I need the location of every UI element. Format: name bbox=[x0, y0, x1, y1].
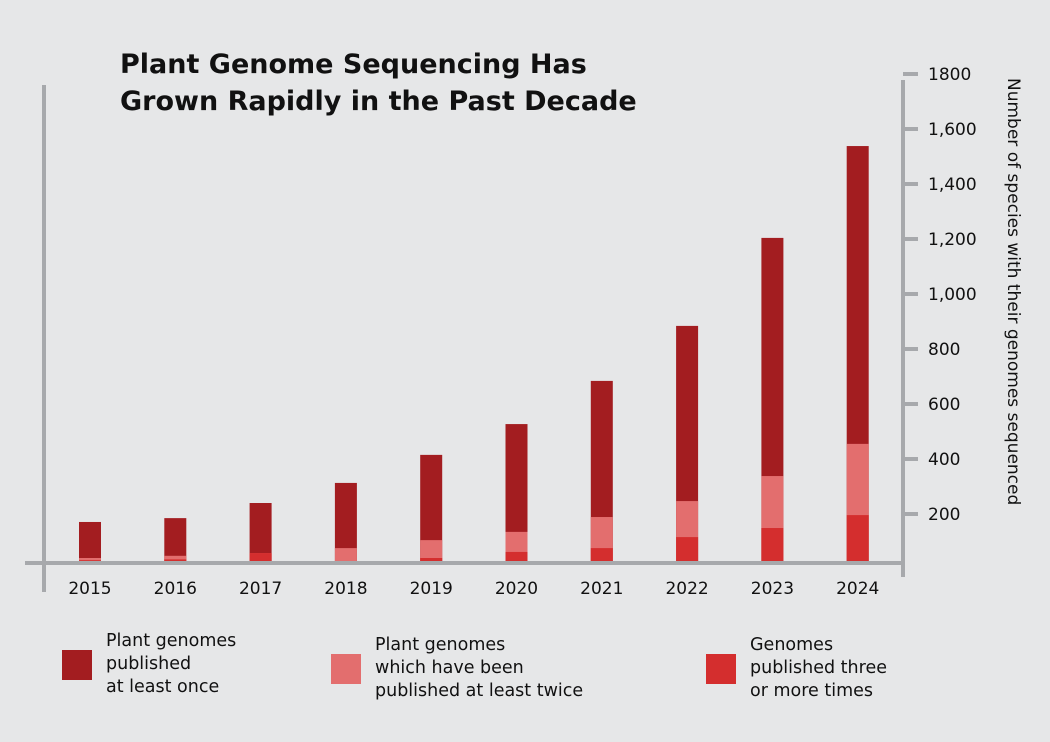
x-tick-label: 2016 bbox=[154, 579, 197, 599]
bar-2020-series-2 bbox=[505, 551, 528, 561]
y-tick-label: 1800 bbox=[928, 65, 971, 85]
legend-label: Plant genomes which have been published … bbox=[375, 635, 584, 701]
x-tick-label: 2015 bbox=[68, 579, 111, 599]
bar-2016-series-1 bbox=[164, 555, 187, 561]
bar-2017-series-0 bbox=[249, 503, 272, 561]
x-tick-label: 2024 bbox=[836, 579, 879, 599]
y-tick-label: 1,600 bbox=[928, 120, 977, 140]
bar-2019-series-2 bbox=[420, 558, 443, 561]
x-tick-label: 2021 bbox=[580, 579, 623, 599]
bar-2016-series-2 bbox=[164, 559, 187, 561]
bar-2016-series-0 bbox=[164, 518, 187, 561]
bar-2018-series-0 bbox=[334, 482, 357, 561]
y-tick-label: 1,400 bbox=[928, 175, 977, 195]
bar-2019-series-1 bbox=[420, 540, 443, 561]
x-tick-label: 2022 bbox=[665, 579, 708, 599]
chart-title: Plant Genome Sequencing Has Grown Rapidl… bbox=[120, 46, 637, 120]
x-tick-label: 2019 bbox=[410, 579, 453, 599]
legend-swatch bbox=[331, 653, 361, 684]
legend-item-once: Plant genomes published at least once bbox=[62, 630, 236, 699]
y-axis-label: Number of species with their genomes seq… bbox=[1003, 78, 1023, 505]
y-tick-label: 200 bbox=[928, 505, 960, 525]
bar-2020-series-0 bbox=[505, 424, 528, 561]
x-tick-label: 2023 bbox=[751, 579, 794, 599]
bar-2024-series-2 bbox=[846, 515, 869, 561]
y-tick-label: 600 bbox=[928, 395, 960, 415]
legend-label: Plant genomes published at least once bbox=[106, 631, 237, 697]
x-tick-label: 2018 bbox=[324, 579, 367, 599]
legend-swatch bbox=[62, 649, 92, 680]
title-line-2: Grown Rapidly in the Past Decade bbox=[120, 86, 637, 117]
bar-2018-series-1 bbox=[334, 548, 357, 561]
title-line-1: Plant Genome Sequencing Has bbox=[120, 49, 587, 80]
legend-item-twice: Plant genomes which have been published … bbox=[331, 634, 583, 703]
legend-swatch bbox=[706, 653, 736, 684]
bar-2023-series-2 bbox=[761, 528, 784, 561]
y-tick-label: 1,000 bbox=[928, 285, 977, 305]
bar-2015-series-0 bbox=[79, 521, 101, 561]
bar-2017-series-2 bbox=[249, 553, 272, 561]
legend-label: Genomes published three or more times bbox=[750, 635, 887, 701]
legend-item-three-plus: Genomes published three or more times bbox=[706, 634, 887, 703]
y-tick-label: 400 bbox=[928, 450, 960, 470]
x-tick-label: 2020 bbox=[495, 579, 538, 599]
bar-2021-series-0 bbox=[590, 380, 613, 561]
x-tick-label: 2017 bbox=[239, 579, 282, 599]
bar-2015-series-1 bbox=[79, 558, 101, 561]
y-tick-label: 1,200 bbox=[928, 230, 977, 250]
bar-2019-series-0 bbox=[420, 454, 443, 561]
bar-2015-series-2 bbox=[79, 560, 101, 561]
y-tick-label: 800 bbox=[928, 340, 960, 360]
bar-2021-series-2 bbox=[590, 548, 613, 561]
bar-2022-series-2 bbox=[676, 537, 699, 561]
